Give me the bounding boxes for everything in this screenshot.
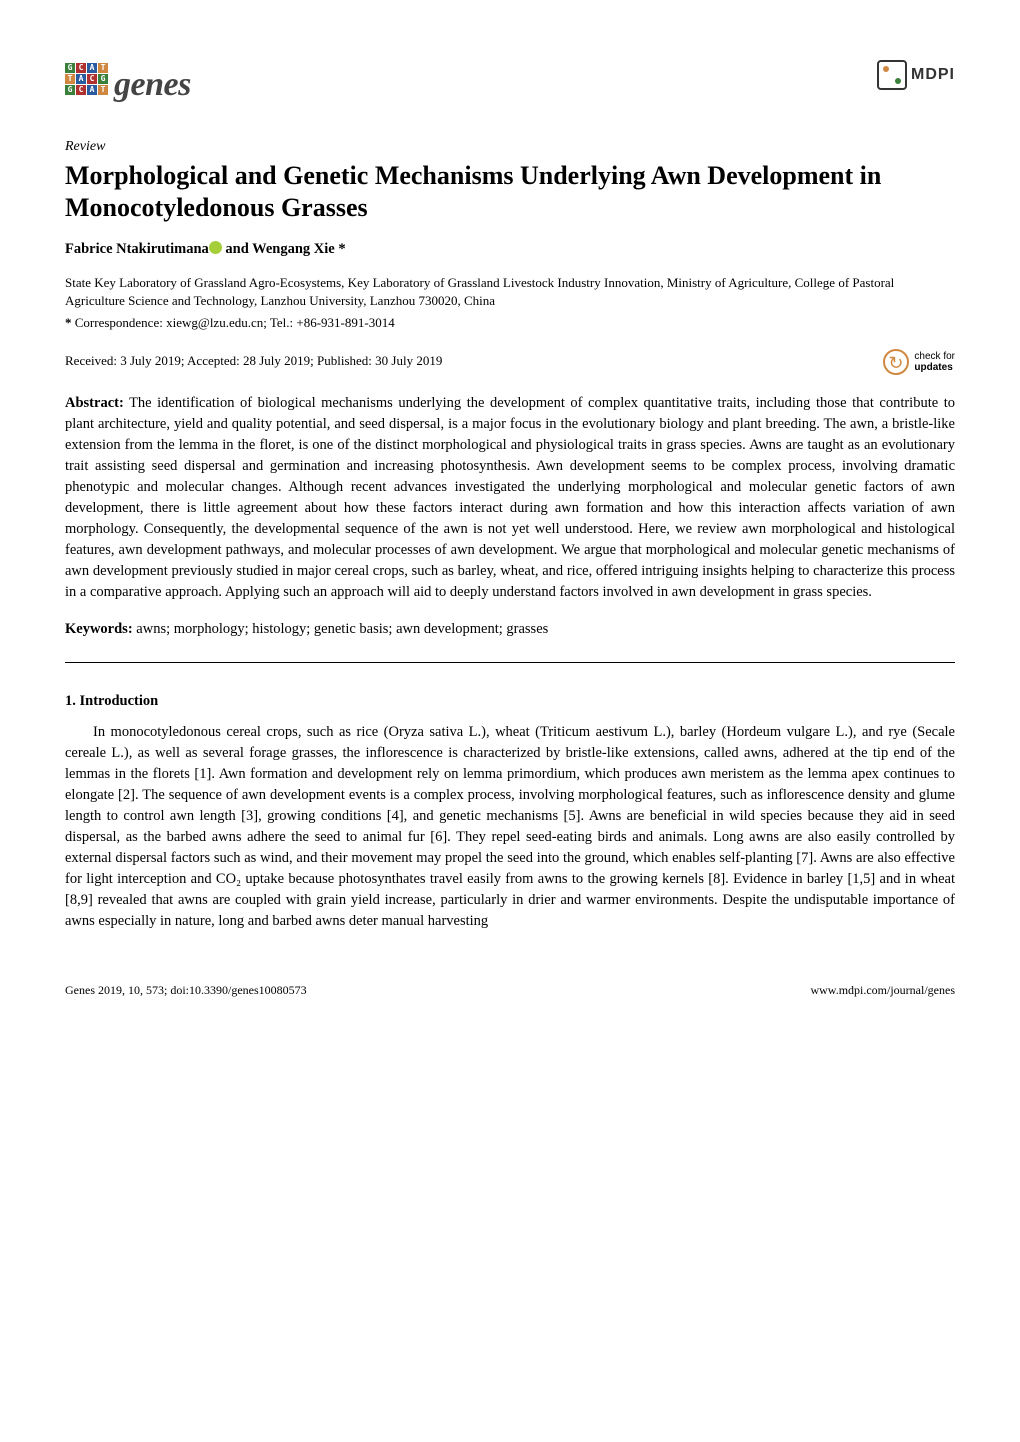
author-rest: and Wengang Xie * (222, 241, 346, 257)
abstract: Abstract: The identification of biologic… (65, 393, 955, 603)
dates-row: Received: 3 July 2019; Accepted: 28 July… (65, 349, 955, 375)
orcid-icon[interactable] (209, 241, 222, 254)
intro-paragraph: In monocotyledonous cereal crops, such a… (65, 722, 955, 932)
keywords-label: Keywords: (65, 621, 133, 637)
check-for-updates-badge[interactable]: check for updates (883, 349, 955, 375)
mdpi-icon (877, 60, 907, 90)
footer-left: Genes 2019, 10, 573; doi:10.3390/genes10… (65, 982, 307, 999)
updates-line1: check for (914, 351, 955, 362)
author-1: Fabrice Ntakirutimana (65, 241, 209, 257)
updates-arrow-icon (883, 349, 909, 375)
correspondence: * Correspondence: xiewg@lzu.edu.cn; Tel.… (65, 314, 955, 333)
article-title: Morphological and Genetic Mechanisms Und… (65, 160, 955, 225)
page-footer: Genes 2019, 10, 573; doi:10.3390/genes10… (65, 982, 955, 999)
section-divider (65, 662, 955, 663)
journal-logo: GCAT TACG GCAT genes (65, 60, 191, 109)
updates-line2: updates (914, 362, 955, 373)
section-1-heading: 1. Introduction (65, 691, 955, 712)
journal-name: genes (114, 60, 191, 109)
abstract-text: The identification of biological mechani… (65, 395, 955, 600)
keywords: Keywords: awns; morphology; histology; g… (65, 619, 955, 640)
footer-right: www.mdpi.com/journal/genes (810, 982, 955, 999)
header-row: GCAT TACG GCAT genes MDPI (65, 60, 955, 109)
abstract-label: Abstract: (65, 395, 124, 411)
publisher-logo: MDPI (877, 60, 955, 90)
publisher-name: MDPI (911, 63, 955, 86)
genes-logo-grid: GCAT TACG GCAT (65, 63, 108, 106)
updates-text: check for updates (914, 351, 955, 373)
authors-line: Fabrice Ntakirutimana and Wengang Xie * (65, 239, 955, 260)
affiliation: State Key Laboratory of Grassland Agro-E… (65, 274, 955, 310)
article-type: Review (65, 137, 955, 157)
keywords-text: awns; morphology; histology; genetic bas… (133, 621, 549, 637)
dates: Received: 3 July 2019; Accepted: 28 July… (65, 352, 442, 371)
correspondence-text: Correspondence: xiewg@lzu.edu.cn; Tel.: … (75, 315, 395, 330)
